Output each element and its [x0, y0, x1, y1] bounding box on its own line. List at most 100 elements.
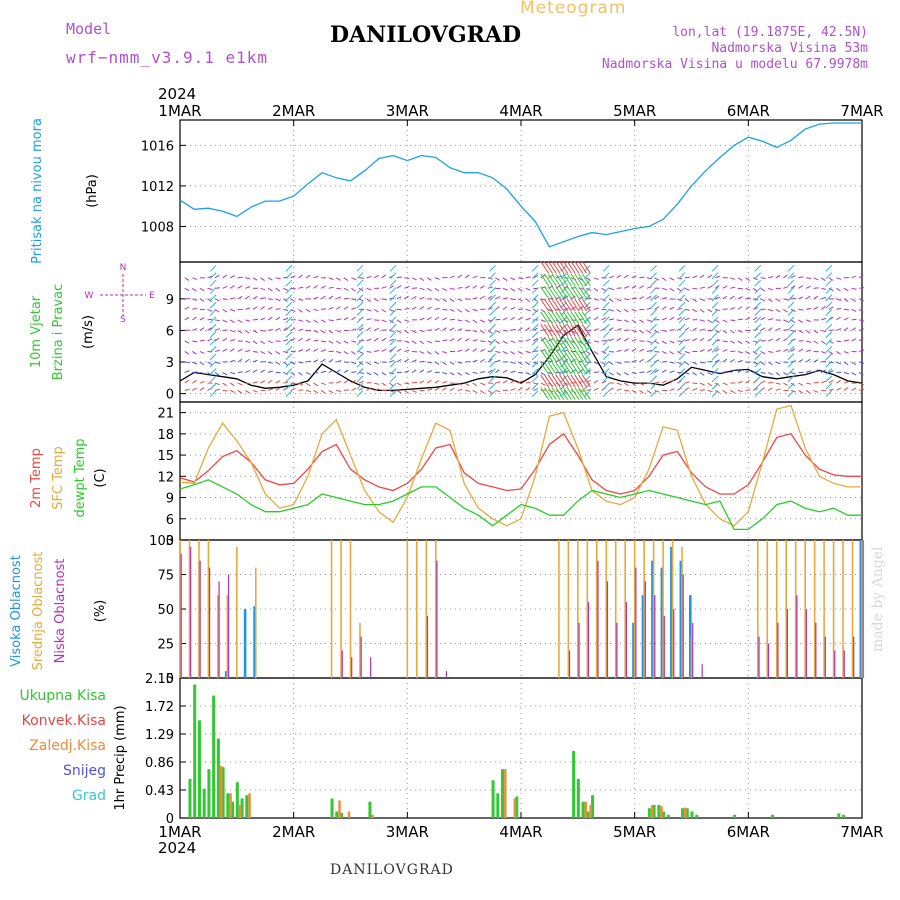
wind-arrow — [684, 350, 690, 354]
wind-arrow — [821, 329, 827, 333]
cloud-mid_cloud-bar — [785, 540, 788, 678]
wind-arrow — [343, 379, 349, 384]
wind-arrow — [305, 389, 311, 393]
wind-arrow — [570, 295, 576, 300]
wind-arrow — [768, 318, 774, 321]
wind-arrow — [489, 279, 496, 287]
wind-arrow — [616, 382, 622, 386]
wind-arrow — [562, 260, 572, 274]
wind-arrow — [192, 387, 197, 391]
wind-arrow — [699, 349, 705, 352]
wind-arrow — [768, 308, 774, 312]
wind-arrow — [547, 260, 557, 274]
wind-arrow — [624, 298, 630, 301]
wind-arrow — [544, 260, 553, 274]
precip-total_precip-bar — [330, 798, 334, 818]
wind-arrow — [583, 287, 591, 294]
wind-arrow — [489, 272, 496, 280]
wind-arrow — [489, 316, 496, 324]
wind-arrow — [745, 306, 750, 310]
wind-arrow — [711, 264, 719, 272]
wind-arrow — [646, 330, 652, 334]
wind-arrow — [639, 371, 645, 374]
wind-arrow — [783, 329, 789, 331]
wind-arrow — [389, 323, 397, 331]
wind-arrow — [510, 361, 516, 365]
wind-arrow — [798, 296, 804, 300]
wind-arrow — [285, 316, 293, 324]
wind-arrow — [336, 369, 341, 373]
wind-arrow — [843, 351, 849, 354]
wind-arrow — [790, 285, 796, 289]
wind-arrow — [563, 295, 569, 300]
wind-arrow — [602, 272, 610, 280]
wind-arrow — [566, 324, 576, 337]
wind-arrow — [351, 361, 357, 365]
wind-arrow — [662, 329, 668, 332]
wind-arrow — [351, 371, 357, 374]
wind-arrow — [583, 331, 591, 338]
wind-arrow — [560, 323, 567, 331]
wind-arrow — [787, 338, 795, 346]
wind-arrow — [356, 279, 364, 287]
wind-arrow — [699, 337, 705, 342]
wind-arrow — [366, 338, 372, 342]
wind-arrow — [245, 358, 250, 363]
wind-arrow — [851, 361, 857, 365]
wind-arrow — [457, 298, 463, 302]
wind-arrow — [551, 362, 561, 375]
cloud-mid_cloud-bar — [614, 540, 617, 678]
wind-arrow — [366, 372, 372, 376]
wind-arrow — [389, 368, 397, 375]
wind-arrow — [480, 348, 486, 352]
wind-arrow — [754, 338, 762, 346]
wind-arrow — [465, 389, 471, 392]
wind-arrow — [356, 309, 364, 316]
wind-arrow — [267, 370, 274, 374]
wind-arrow — [678, 294, 686, 302]
wind-arrow — [245, 286, 251, 289]
cloud-low_cloud-bar — [445, 671, 448, 678]
wind-arrow — [601, 287, 607, 292]
wind-arrow — [285, 287, 293, 294]
wind-arrow — [305, 338, 311, 342]
wind-arrow — [472, 339, 478, 342]
wind-arrow — [531, 390, 539, 397]
wind-arrow — [373, 337, 379, 342]
wind-arrow — [699, 298, 705, 302]
wind-arrow — [373, 372, 379, 376]
wind-arrow — [661, 369, 667, 373]
wind-arrow — [805, 390, 811, 394]
wind-arrow — [449, 318, 455, 321]
wind-arrow — [737, 350, 743, 354]
wind-arrow — [711, 323, 719, 331]
wind-arrow — [754, 375, 762, 383]
wind-arrow — [559, 336, 569, 350]
wind-arrow — [684, 287, 690, 291]
wind-arrow — [434, 340, 440, 343]
wind-arrow — [551, 298, 561, 312]
wind-arrow — [678, 338, 686, 346]
wind-arrow — [540, 372, 546, 376]
wind-arrow — [282, 327, 288, 331]
wind-arrow — [650, 264, 657, 272]
pressure-ytick-label: 1016 — [141, 139, 174, 154]
wind-arrow — [768, 350, 774, 353]
wind-arrow — [745, 277, 750, 281]
wind-arrow — [825, 287, 833, 294]
wind-arrow — [825, 390, 833, 397]
wind-arrow — [321, 370, 327, 374]
cloud-low_cloud-bar — [692, 622, 694, 678]
wind-arrow — [199, 287, 205, 292]
wind-arrow — [214, 319, 221, 322]
wind-arrow — [328, 389, 334, 394]
wind-arrow — [351, 340, 357, 343]
wind-arrow — [336, 340, 341, 345]
top-year-label: 2024 — [158, 85, 196, 103]
wind-arrow — [229, 389, 235, 393]
wind-arrow — [290, 337, 296, 342]
wind-arrow — [411, 295, 417, 300]
wind-arrow — [313, 285, 318, 289]
wind-arrow — [533, 388, 539, 391]
wind-arrow — [404, 319, 410, 323]
